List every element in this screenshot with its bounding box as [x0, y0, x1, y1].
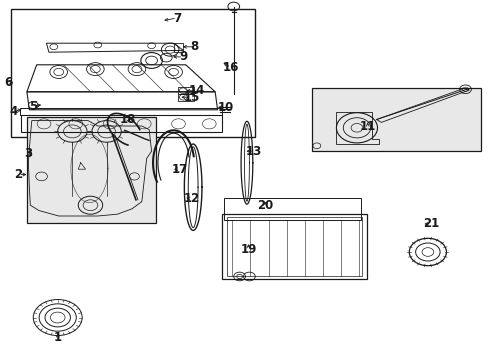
Bar: [222, 214, 366, 279]
Text: 13: 13: [245, 145, 262, 158]
Text: 5: 5: [29, 100, 37, 113]
Text: 18: 18: [120, 113, 136, 126]
Text: 4: 4: [10, 105, 18, 118]
Text: 1: 1: [54, 331, 61, 344]
Text: 11: 11: [359, 120, 375, 133]
Bar: [178, 87, 194, 94]
Text: 6: 6: [5, 76, 13, 89]
Text: 8: 8: [190, 40, 198, 53]
Text: 2: 2: [15, 168, 22, 181]
Text: 7: 7: [173, 12, 181, 24]
Text: 10: 10: [217, 101, 234, 114]
Bar: [173, 43, 183, 52]
Text: 3: 3: [24, 147, 32, 159]
Bar: [27, 117, 156, 223]
Text: 16: 16: [222, 61, 239, 74]
Text: 19: 19: [240, 243, 256, 256]
Text: 15: 15: [183, 91, 200, 104]
Text: 21: 21: [422, 217, 439, 230]
Text: 20: 20: [256, 199, 273, 212]
Bar: [178, 94, 194, 101]
Bar: [227, 217, 361, 276]
Text: 9: 9: [179, 50, 187, 63]
Bar: [11, 9, 255, 137]
Text: 14: 14: [188, 84, 204, 97]
Text: 12: 12: [183, 192, 200, 205]
Bar: [311, 88, 480, 151]
Text: 17: 17: [171, 163, 188, 176]
Bar: [224, 198, 360, 220]
